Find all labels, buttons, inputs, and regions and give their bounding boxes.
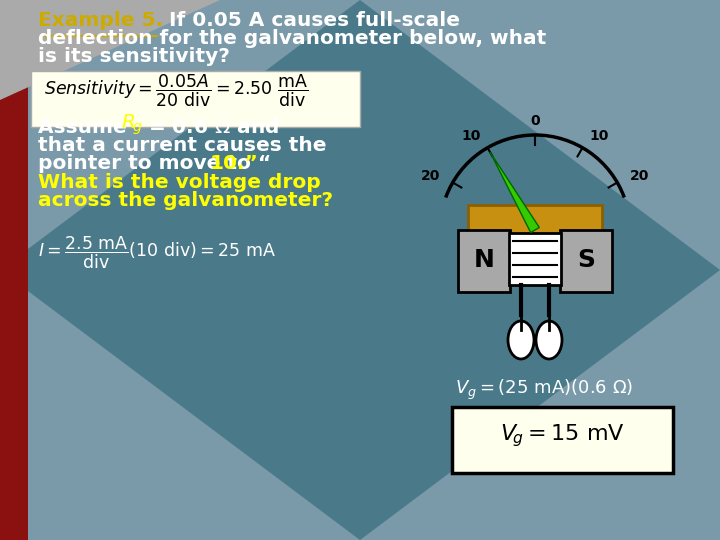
FancyBboxPatch shape	[560, 230, 612, 292]
FancyBboxPatch shape	[31, 71, 360, 127]
Text: $\mathit{V}_{\!\mathit{g}} = 15\ \mathrm{mV}$: $\mathit{V}_{\!\mathit{g}} = 15\ \mathrm…	[500, 423, 624, 449]
Text: Assume: Assume	[38, 118, 134, 137]
Text: $\mathit{Sensitivity} = \dfrac{0.05A}{20\ \mathrm{div}} = 2.50\ \dfrac{\mathrm{m: $\mathit{Sensitivity} = \dfrac{0.05A}{20…	[44, 73, 308, 110]
Text: If 0.05 A causes full-scale: If 0.05 A causes full-scale	[162, 11, 460, 30]
Text: 10: 10	[461, 129, 480, 143]
Polygon shape	[0, 0, 28, 540]
Text: across the galvanometer?: across the galvanometer?	[38, 191, 333, 210]
Polygon shape	[0, 0, 220, 100]
Text: 20: 20	[421, 168, 441, 183]
Text: S: S	[577, 248, 595, 272]
Ellipse shape	[536, 321, 562, 359]
FancyBboxPatch shape	[468, 205, 602, 235]
FancyBboxPatch shape	[509, 233, 561, 285]
Text: 0: 0	[530, 114, 540, 128]
FancyBboxPatch shape	[452, 407, 673, 473]
Text: $I = \dfrac{2.5\ \mathrm{mA}}{\mathrm{div}}\left(10\ \mathrm{div}\right) = 25\ \: $I = \dfrac{2.5\ \mathrm{mA}}{\mathrm{di…	[38, 235, 276, 272]
Ellipse shape	[508, 321, 534, 359]
FancyBboxPatch shape	[458, 230, 510, 292]
Text: 10.”: 10.”	[210, 154, 259, 173]
Text: is its sensitivity?: is its sensitivity?	[38, 47, 230, 66]
Text: that a current causes the: that a current causes the	[38, 136, 326, 155]
Text: N: N	[474, 248, 495, 272]
Text: Example 5.: Example 5.	[38, 11, 163, 30]
Text: 20: 20	[629, 168, 649, 183]
Text: $V_g = (25\ \mathrm{mA})(0.6\ \Omega)$: $V_g = (25\ \mathrm{mA})(0.6\ \Omega)$	[455, 378, 634, 402]
Text: $\mathit{R}_{\!\mathit{g}}$: $\mathit{R}_{\!\mathit{g}}$	[121, 112, 143, 137]
Text: What is the voltage drop: What is the voltage drop	[38, 173, 320, 192]
Text: deflection for the galvanometer below, what: deflection for the galvanometer below, w…	[38, 29, 546, 48]
Text: pointer to move to “: pointer to move to “	[38, 154, 271, 173]
Polygon shape	[490, 152, 539, 233]
Text: = 0.6 $\Omega$ and: = 0.6 $\Omega$ and	[141, 118, 279, 137]
Text: 10: 10	[590, 129, 609, 143]
